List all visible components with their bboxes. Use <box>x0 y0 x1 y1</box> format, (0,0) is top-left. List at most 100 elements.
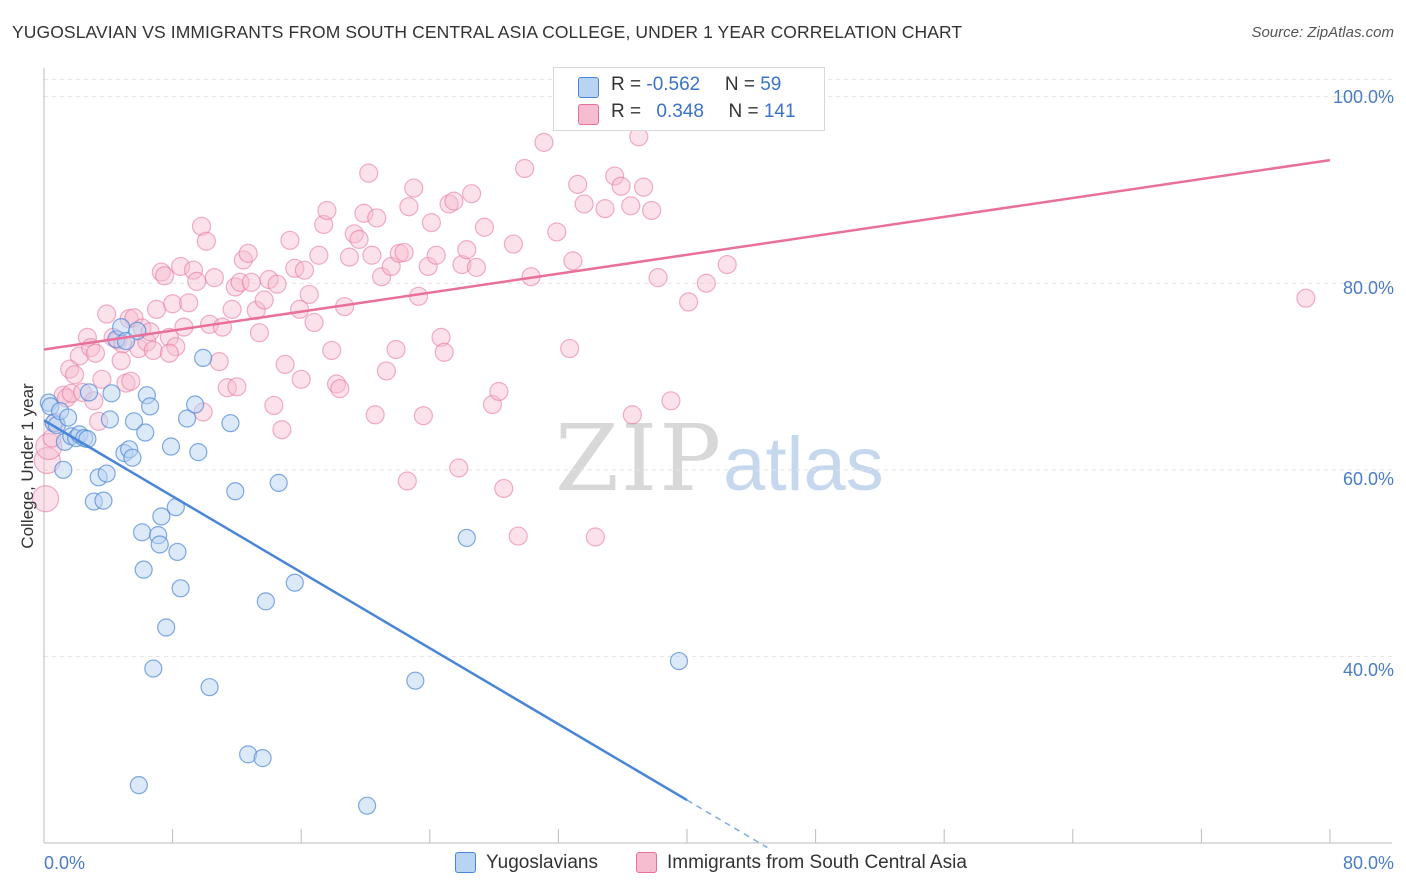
point-yugoslavians <box>152 507 171 526</box>
point-immigrants <box>64 365 85 385</box>
point-immigrants <box>534 132 554 152</box>
point-immigrants <box>196 231 216 251</box>
point-immigrants <box>121 371 141 391</box>
point-immigrants <box>585 527 605 547</box>
watermark: ZIPatlas <box>555 405 884 512</box>
point-immigrants <box>111 351 131 371</box>
source-credit: Source: ZipAtlas.com <box>1251 24 1394 41</box>
point-immigrants <box>431 327 451 347</box>
point-immigrants <box>85 343 106 363</box>
point-immigrants <box>611 176 631 196</box>
legend-n-label: N = <box>724 74 761 95</box>
point-immigrants <box>568 174 588 194</box>
point-immigrants <box>397 471 417 491</box>
point-immigrants <box>595 199 615 219</box>
point-immigrants <box>371 267 392 287</box>
point-immigrants <box>547 222 567 242</box>
point-immigrants <box>404 178 424 198</box>
y-tick-label-60: 60.0% <box>1342 469 1394 489</box>
point-immigrants <box>330 379 350 399</box>
point-yugoslavians <box>457 528 476 548</box>
point-immigrants <box>489 381 509 402</box>
point-yugoslavians <box>253 749 272 768</box>
point-immigrants <box>217 378 237 398</box>
point-immigrants <box>367 208 387 228</box>
point-yugoslavians <box>406 671 425 690</box>
point-immigrants <box>717 254 737 275</box>
point-immigrants <box>209 352 229 372</box>
point-immigrants <box>183 260 204 280</box>
x-tick-label-min: 0.0% <box>44 853 86 873</box>
point-yugoslavians <box>150 535 169 554</box>
point-immigrants <box>394 242 414 263</box>
point-yugoslavians <box>186 395 205 414</box>
point-immigrants <box>159 343 179 363</box>
legend-label-immigrants: Immigrants from South Central Asia <box>667 852 967 873</box>
point-immigrants <box>191 216 212 236</box>
point-immigrants <box>241 272 261 292</box>
point-immigrants <box>560 338 580 359</box>
trend-line-immigrants <box>43 158 1331 351</box>
trend-lines <box>43 158 1331 849</box>
point-immigrants <box>204 268 224 288</box>
point-yugoslavians <box>123 448 142 467</box>
legend-swatch-pink <box>578 104 599 125</box>
stats-legend: R = -0.562 N = 59 R = 0.348 N = 141 <box>553 67 825 131</box>
point-yugoslavians <box>94 491 113 510</box>
point-immigrants <box>466 257 487 277</box>
point-immigrants <box>386 339 406 360</box>
point-yugoslavians <box>221 414 240 433</box>
point-yugoslavians <box>100 410 120 429</box>
point-yugoslavians <box>136 423 155 442</box>
point-immigrants <box>230 272 250 292</box>
point-yugoslavians <box>54 460 73 479</box>
point-immigrants <box>163 294 183 314</box>
point-immigrants <box>642 200 662 221</box>
point-immigrants <box>449 458 469 478</box>
chart-title: YUGOSLAVIAN VS IMMIGRANTS FROM SOUTH CEN… <box>12 22 963 42</box>
legend-swatch-blue <box>578 77 599 98</box>
point-immigrants <box>503 234 523 254</box>
point-yugoslavians <box>177 409 197 428</box>
axes <box>43 68 1392 844</box>
series-legend: Yugoslavians Immigrants from South Centr… <box>0 850 1406 880</box>
point-immigrants <box>179 293 199 313</box>
legend-swatch-immigrants <box>636 852 657 873</box>
point-immigrants <box>309 245 329 265</box>
point-immigrants <box>563 251 583 271</box>
point-immigrants <box>1296 288 1316 308</box>
point-immigrants <box>365 405 385 425</box>
point-yugoslavians <box>124 412 144 431</box>
point-immigrants <box>187 271 207 291</box>
point-immigrants <box>272 420 292 440</box>
point-immigrants <box>304 312 324 333</box>
gridlines <box>44 79 1392 657</box>
series-immigrants-points <box>32 127 1316 547</box>
point-immigrants <box>97 304 117 324</box>
legend-r-value: -0.562 <box>646 74 701 95</box>
point-immigrants <box>508 526 528 546</box>
point-immigrants <box>426 245 446 265</box>
point-immigrants <box>494 478 514 499</box>
point-immigrants <box>33 446 61 475</box>
point-yugoslavians <box>157 618 176 637</box>
point-immigrants <box>696 273 716 293</box>
point-immigrants <box>399 197 419 217</box>
series-yugoslavians-points <box>39 317 689 815</box>
point-immigrants <box>238 243 258 263</box>
trend-line-yugoslavians-extension <box>686 799 768 849</box>
legend-r-label: R = <box>611 74 647 95</box>
point-immigrants <box>339 247 360 267</box>
point-immigrants <box>171 256 191 277</box>
point-immigrants <box>354 203 374 223</box>
point-yugoslavians <box>134 560 153 579</box>
point-immigrants <box>275 354 295 375</box>
point-yugoslavians <box>59 408 78 427</box>
point-yugoslavians <box>285 573 304 592</box>
point-yugoslavians <box>256 592 275 611</box>
legend-n-value: 59 <box>760 74 782 95</box>
point-immigrants <box>633 177 654 197</box>
point-yugoslavians <box>226 482 245 501</box>
point-immigrants <box>154 266 175 286</box>
